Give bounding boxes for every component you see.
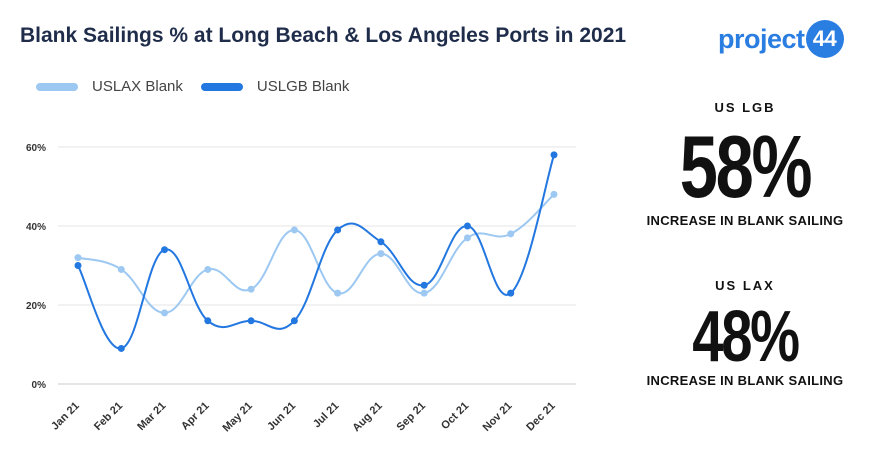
data-point-uslgb — [204, 317, 212, 325]
data-point-uslax — [463, 234, 471, 242]
data-point-uslax — [420, 289, 428, 297]
legend-swatch-uslax — [36, 82, 78, 91]
data-point-uslgb — [247, 317, 255, 325]
data-point-uslgb — [420, 281, 428, 289]
data-point-uslax — [204, 265, 212, 273]
x-tick-label: Aug 21 — [350, 400, 384, 434]
data-point-uslax — [117, 265, 125, 273]
stat-lgb-caption: INCREASE IN BLANK SAILING — [646, 213, 844, 228]
project44-logo: project 44 — [718, 20, 844, 58]
data-point-uslgb — [117, 344, 125, 352]
data-point-uslgb — [74, 262, 82, 269]
y-tick-label: 0% — [32, 380, 47, 391]
y-tick-label: 20% — [26, 301, 46, 312]
x-tick-label: Jun 21 — [265, 400, 298, 433]
line-chart: 0% 20% 40% 60% Jan 21 Feb 21 Mar 21 Apr 21 May 2… — [26, 143, 576, 434]
chart-title: Blank Sailings % at Long Beach & Los Ang… — [20, 24, 627, 47]
legend-item-uslax: USLAX Blank — [36, 78, 183, 95]
legend-label-uslax: USLAX Blank — [92, 78, 183, 95]
data-point-uslgb — [550, 151, 558, 159]
logo-badge: 44 — [805, 20, 844, 58]
data-point-uslax — [507, 230, 515, 238]
legend-item-uslgb: USLGB Blank — [200, 78, 350, 95]
x-tick-label: Feb 21 — [92, 400, 125, 433]
data-point-uslgb — [377, 238, 385, 246]
series-line-uslgb — [77, 154, 555, 350]
x-tick-label: Sep 21 — [394, 400, 428, 434]
data-point-uslax — [334, 289, 342, 297]
logo-text: project — [718, 23, 805, 54]
chart-legend: USLAX Blank USLGB Blank — [36, 78, 367, 95]
data-point-uslgb — [161, 246, 169, 254]
y-tick-label: 40% — [26, 222, 46, 233]
x-tick-label: Nov 21 — [481, 400, 515, 434]
stat-lax-label: US LAX — [715, 278, 775, 293]
x-tick-label: May 21 — [221, 400, 255, 434]
x-tick-label: Mar 21 — [135, 400, 168, 433]
x-tick-label: Jul 21 — [311, 400, 342, 431]
data-point-uslax — [377, 250, 385, 258]
y-tick-label: 60% — [26, 143, 46, 154]
data-point-uslax — [74, 254, 82, 262]
data-point-uslax — [161, 309, 169, 317]
stat-lax-caption: INCREASE IN BLANK SAILING — [646, 373, 844, 388]
stat-lgb-value: 58% — [679, 117, 813, 216]
data-point-uslgb — [463, 222, 471, 230]
data-point-uslgb — [507, 289, 515, 297]
data-point-uslgb — [290, 317, 298, 325]
stat-lax: US LAX 48% INCREASE IN BLANK SAILING — [620, 278, 870, 388]
data-point-uslax — [290, 226, 298, 234]
x-tick-label: Apr 21 — [179, 400, 212, 433]
x-tick-label: Jan 21 — [49, 400, 82, 433]
x-tick-label: Dec 21 — [524, 400, 558, 434]
data-point-uslgb — [334, 226, 342, 234]
stat-lgb-label: US LGB — [714, 100, 776, 115]
data-point-uslax — [247, 285, 255, 293]
series-line-uslax — [77, 193, 555, 314]
stat-lax-value: 48% — [692, 297, 800, 377]
stat-lgb: US LGB 58% INCREASE IN BLANK SAILING — [620, 100, 870, 228]
x-tick-label: Oct 21 — [439, 400, 471, 432]
data-point-uslax — [550, 190, 558, 198]
legend-swatch-uslgb — [200, 82, 243, 91]
legend-label-uslgb: USLGB Blank — [256, 78, 350, 95]
